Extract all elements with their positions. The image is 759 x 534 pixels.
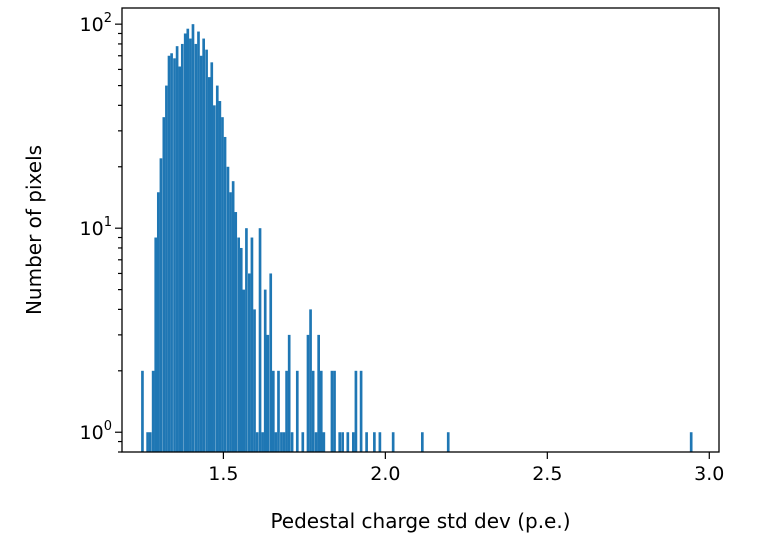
histogram-bar-27 [215, 85, 219, 452]
histogram-bar-62 [317, 334, 320, 452]
histogram-bar-7 [162, 117, 166, 453]
histogram-bar-38 [245, 228, 248, 452]
histogram-bar-2 [148, 432, 152, 452]
histogram-bar-71 [354, 370, 358, 452]
histogram-bar-55 [290, 432, 294, 452]
histogram-bar-33 [231, 181, 235, 453]
histogram-bar-52 [282, 432, 286, 452]
histogram-bar-20 [197, 31, 200, 452]
histogram-bar-12 [175, 46, 179, 453]
y-tick-label-1: 101 [80, 215, 112, 240]
histogram-bar-57 [301, 432, 305, 452]
histogram-bar-40 [250, 237, 254, 452]
histogram-bar-59 [309, 309, 312, 452]
histogram-bar-6 [159, 158, 163, 452]
histogram-bar-77 [420, 432, 424, 452]
histogram-bar-56 [295, 370, 299, 452]
y-tick-label-2: 102 [80, 11, 112, 36]
histogram-bar-21 [199, 55, 203, 452]
histogram-bar-66 [333, 370, 336, 452]
histogram-bar-43 [258, 228, 262, 452]
histogram-bar-46 [266, 334, 270, 452]
histogram-bar-23 [205, 49, 208, 453]
histogram-bar-34 [234, 212, 238, 452]
histogram-bar-50 [277, 370, 280, 452]
histogram-bar-76 [391, 432, 395, 452]
x-tick-label-0: 1.5 [208, 463, 238, 485]
histogram-bar-9 [167, 55, 171, 452]
histogram-bar-26 [213, 105, 216, 452]
histogram-bar-68 [341, 432, 344, 452]
histogram-bar-10 [170, 53, 173, 453]
histogram-bar-16 [186, 28, 190, 452]
x-axis-label: Pedestal charge std dev (p.e.) [270, 509, 570, 533]
histogram-bar-63 [319, 370, 323, 452]
histogram-bar-5 [156, 192, 160, 452]
histogram-bar-75 [378, 432, 382, 452]
histogram-bar-74 [373, 432, 376, 452]
y-axis-label: Number of pixels [22, 145, 46, 315]
histogram-bar-22 [202, 38, 205, 453]
histogram-bar-32 [229, 192, 232, 452]
x-tick-label-1: 2.0 [370, 463, 400, 485]
histogram-bar-58 [306, 334, 310, 452]
histogram-bar-61 [314, 432, 318, 452]
histogram-bar-29 [221, 117, 224, 453]
histogram-bar-67 [338, 432, 342, 452]
histogram-bar-18 [191, 24, 195, 452]
histogram-bar-1 [146, 432, 149, 452]
histogram-bar-78 [446, 432, 450, 452]
histogram-bar-15 [183, 33, 187, 453]
histogram-bar-41 [253, 309, 256, 452]
histogram-bar-39 [248, 273, 251, 452]
histogram-bar-25 [210, 62, 214, 452]
histogram-bar-79 [689, 432, 693, 452]
histogram-bar-69 [346, 432, 350, 452]
histogram-bar-30 [223, 136, 227, 452]
histogram-bar-42 [255, 432, 259, 452]
x-tick-label-2: 2.5 [532, 463, 562, 485]
histogram-bar-14 [180, 43, 184, 453]
histogram-bar-60 [311, 370, 315, 452]
histogram-bar-53 [285, 370, 288, 452]
histogram-bar-51 [280, 432, 283, 452]
x-tick-label-3: 3.0 [694, 463, 724, 485]
histogram-bar-47 [269, 273, 273, 452]
histogram-bar-17 [189, 38, 192, 453]
histogram-bar-36 [239, 247, 243, 452]
histogram-bar-37 [242, 289, 246, 452]
histogram-bars [141, 24, 693, 453]
histogram-bar-0 [141, 370, 144, 452]
histogram-bar-8 [165, 85, 168, 452]
histogram-bar-65 [330, 370, 334, 452]
histogram-bar-11 [173, 58, 176, 452]
histogram-bar-44 [261, 432, 264, 452]
histogram-bar-35 [237, 237, 240, 452]
histogram-bar-31 [226, 166, 230, 452]
histogram-bar-4 [154, 237, 158, 452]
histogram-bar-24 [207, 77, 211, 452]
histogram-bar-70 [351, 432, 355, 452]
histogram-bar-13 [178, 66, 182, 453]
axis-ticks: 1.5 2.0 2.5 3.0 100 101 102 [80, 11, 725, 485]
histogram-bar-19 [194, 43, 198, 453]
y-tick-label-0: 100 [80, 419, 112, 444]
histogram-bar-54 [287, 334, 291, 452]
histogram-bar-48 [271, 370, 275, 452]
plot-frame [121, 7, 720, 453]
histogram-bar-64 [322, 432, 326, 452]
histogram-bar-28 [218, 101, 222, 452]
histogram-bar-72 [359, 370, 363, 452]
histogram-bar-45 [263, 289, 267, 452]
histogram-bar-73 [365, 432, 368, 452]
histogram-bar-3 [151, 370, 155, 452]
histogram-bar-49 [274, 432, 278, 452]
